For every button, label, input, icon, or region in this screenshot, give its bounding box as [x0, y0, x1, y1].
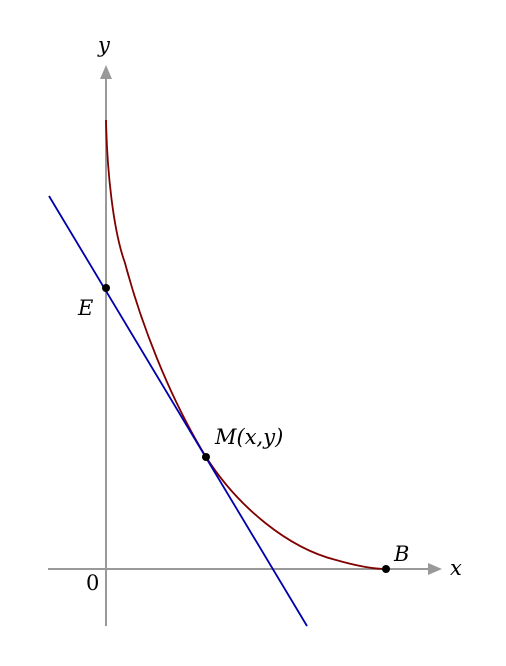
y-axis-arrow: [100, 65, 112, 79]
y-axis-label: y: [97, 33, 111, 57]
point-b-label: B: [393, 542, 409, 566]
x-axis-label: x: [450, 556, 462, 580]
point-e-label: E: [77, 296, 93, 320]
point-e: [102, 284, 110, 292]
curve: [105, 119, 387, 570]
point-b: [382, 565, 390, 573]
origin-label: 0: [86, 571, 99, 595]
point-m-label: M(x,y): [214, 425, 283, 449]
point-m: [202, 453, 210, 461]
x-axis-arrow: [428, 563, 442, 575]
tangent-line: [48, 195, 308, 627]
axes: [48, 65, 442, 626]
